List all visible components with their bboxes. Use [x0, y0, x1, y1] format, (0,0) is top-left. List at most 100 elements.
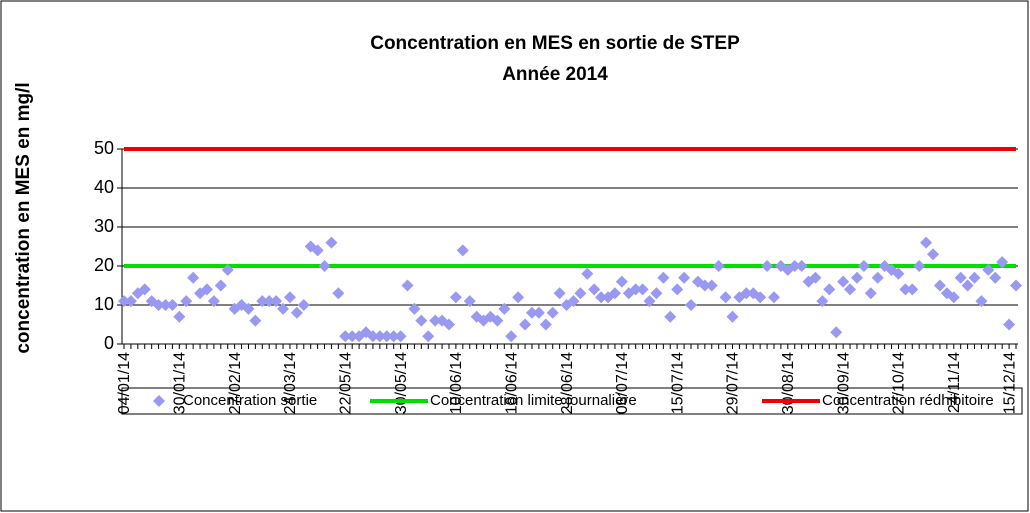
- data-point: [373, 330, 386, 343]
- x-tick-label: 28/06/14: [559, 352, 576, 414]
- data-point: [698, 279, 711, 292]
- data-point: [339, 330, 352, 343]
- data-point: [553, 287, 566, 300]
- data-point: [823, 283, 836, 296]
- x-tick-label: 22/05/14: [337, 352, 354, 414]
- data-point: [401, 279, 414, 292]
- data-point: [422, 330, 435, 343]
- data-point: [242, 302, 255, 315]
- x-tick-label: 30/05/14: [393, 352, 410, 414]
- x-tick-label: 30/09/14: [835, 352, 852, 414]
- legend-label: Concentration limite journalière: [430, 392, 637, 409]
- data-point: [311, 244, 324, 257]
- x-tick-label: 30/01/14: [172, 352, 189, 414]
- y-tick-label: 30: [94, 216, 114, 236]
- y-tick-label: 0: [104, 333, 114, 353]
- data-point: [816, 295, 829, 308]
- data-point: [809, 271, 822, 284]
- data-point: [567, 295, 580, 308]
- legend-label: Concentration sortie: [183, 392, 317, 409]
- y-tick-label: 20: [94, 255, 114, 275]
- data-point: [795, 260, 808, 272]
- data-point: [615, 275, 628, 288]
- data-point: [574, 287, 587, 300]
- data-point: [844, 283, 857, 296]
- data-point: [297, 299, 310, 311]
- data-point: [221, 263, 234, 276]
- data-point: [788, 260, 801, 272]
- x-tick-label: 06/07/14: [614, 352, 631, 414]
- data-point: [207, 295, 220, 308]
- data-point: [366, 330, 379, 343]
- data-point: [671, 283, 684, 296]
- data-point: [429, 314, 442, 327]
- data-point: [498, 302, 511, 315]
- data-point: [906, 283, 919, 296]
- data-point: [256, 295, 269, 308]
- data-point: [415, 314, 428, 327]
- data-point: [705, 279, 718, 292]
- data-point: [726, 310, 739, 323]
- data-point: [954, 271, 967, 284]
- data-point: [118, 295, 130, 308]
- data-point: [166, 299, 179, 311]
- data-point: [608, 287, 621, 300]
- legend-box: [121, 387, 1023, 415]
- data-point: [449, 291, 462, 304]
- data-point: [740, 287, 753, 300]
- chart-subtitle: Année 2014: [502, 64, 608, 85]
- data-point: [754, 291, 767, 304]
- data-point: [456, 244, 469, 257]
- x-tick-label: 15/07/14: [669, 352, 686, 414]
- data-point: [332, 287, 345, 300]
- data-point: [325, 236, 338, 249]
- data-point: [650, 287, 663, 300]
- data-point: [318, 260, 331, 272]
- data-point: [899, 283, 912, 296]
- data-point: [629, 283, 642, 296]
- data-point: [539, 318, 552, 331]
- x-tick-label: 29/07/14: [725, 352, 742, 414]
- data-point: [850, 271, 863, 284]
- data-point: [124, 295, 137, 308]
- x-tick-label: 27/10/14: [891, 352, 908, 414]
- data-point: [581, 267, 594, 280]
- data-point: [1010, 279, 1022, 292]
- data-point: [664, 310, 677, 323]
- data-point: [975, 295, 988, 308]
- data-point: [138, 283, 151, 296]
- data-point: [1003, 318, 1016, 331]
- data-point: [947, 291, 960, 304]
- data-point: [961, 279, 974, 292]
- data-point: [187, 271, 200, 284]
- data-point: [532, 306, 545, 319]
- data-point: [512, 291, 525, 304]
- data-point: [968, 271, 981, 284]
- data-point: [871, 271, 884, 284]
- data-point: [442, 318, 455, 331]
- data-point: [525, 306, 538, 319]
- data-point: [996, 256, 1009, 269]
- data-point: [643, 295, 656, 308]
- y-tick-label: 40: [94, 177, 114, 197]
- data-point: [387, 330, 400, 343]
- data-point: [857, 260, 870, 272]
- data-point: [263, 295, 276, 308]
- data-point: [864, 287, 877, 300]
- data-point: [767, 291, 780, 304]
- data-point: [830, 326, 843, 339]
- x-tick-label: 27/02/14: [227, 352, 244, 414]
- data-point: [180, 295, 193, 308]
- x-tick-label: 15/12/14: [1001, 352, 1018, 414]
- data-point: [214, 279, 227, 292]
- x-tick-label: 18/06/14: [503, 352, 520, 414]
- data-point: [159, 299, 172, 311]
- data-point: [892, 267, 905, 280]
- data-point: [678, 271, 691, 284]
- data-point: [152, 299, 165, 311]
- data-point: [595, 291, 608, 304]
- data-point: [588, 283, 601, 296]
- data-point: [277, 302, 290, 315]
